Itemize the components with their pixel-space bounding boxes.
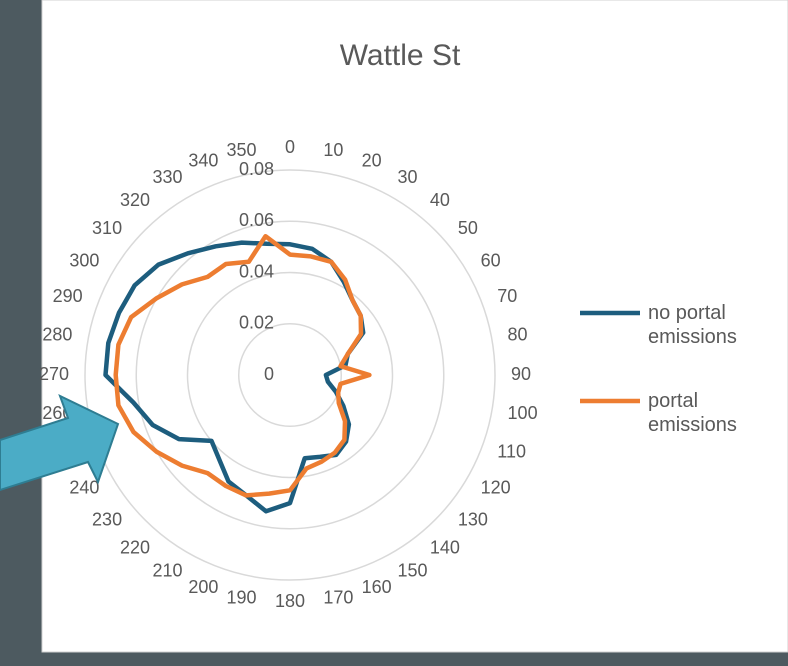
angle-label: 350 [227,140,257,160]
angle-label: 20 [362,150,382,170]
angle-label: 180 [275,591,305,611]
r-tick-label: 0.04 [239,261,274,281]
angle-label: 170 [323,587,353,607]
grid-ring [186,271,394,479]
series-line [113,233,372,498]
angle-label: 110 [497,441,526,461]
angle-label: 50 [458,218,478,238]
angle-label: 90 [511,364,531,384]
angle-label: 270 [39,364,69,384]
chart-title: Wattle St [340,39,461,72]
arrow [0,394,120,492]
angle-label: 320 [120,190,150,210]
angle-label: 140 [430,538,460,558]
angle-label: 10 [323,140,343,160]
chart-area [41,0,788,653]
r-tick-label: 0 [264,364,274,384]
angle-label: 190 [227,587,257,607]
r-tick-label: 0.02 [239,313,274,333]
angle-label: 30 [398,167,418,187]
angle-label: 330 [152,167,182,187]
angle-label: 200 [188,577,218,597]
angle-label: 0 [285,137,295,157]
r-tick-label: 0.08 [239,159,274,179]
angle-label: 240 [69,477,99,497]
angle-label: 280 [42,324,72,344]
angle-label: 220 [120,538,150,558]
grid-ring [84,169,496,581]
angle-label: 300 [69,250,99,270]
grid-ring [238,323,342,427]
angle-label: 40 [430,190,450,210]
grid-ring [135,220,445,530]
angle-label: 60 [481,250,501,270]
angle-label: 340 [188,150,218,170]
legend-label: no portal emissions [648,302,737,348]
angle-label: 70 [497,286,517,306]
angle-label: 80 [508,324,528,344]
angle-label: 100 [508,403,538,423]
angle-label: 150 [398,560,428,580]
r-tick-label: 0.06 [239,210,274,230]
angle-label: 130 [458,510,488,530]
angle-label: 210 [152,560,182,580]
angle-label: 230 [92,510,122,530]
angle-label: 290 [53,286,83,306]
angle-label: 160 [362,577,392,597]
angle-label: 120 [481,477,511,497]
angle-label: 310 [92,218,122,238]
legend-label: portal emissions [648,390,737,436]
